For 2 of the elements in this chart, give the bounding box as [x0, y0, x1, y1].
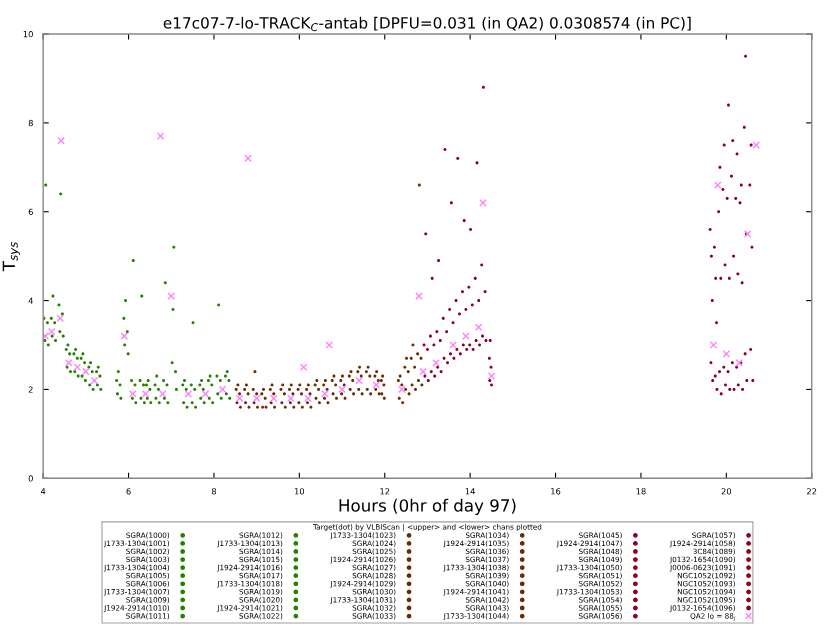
- y-axis-title: T$_{sys}$: [2, 242, 21, 272]
- x-axis-title: Hours (0hr of day 97): [339, 498, 516, 515]
